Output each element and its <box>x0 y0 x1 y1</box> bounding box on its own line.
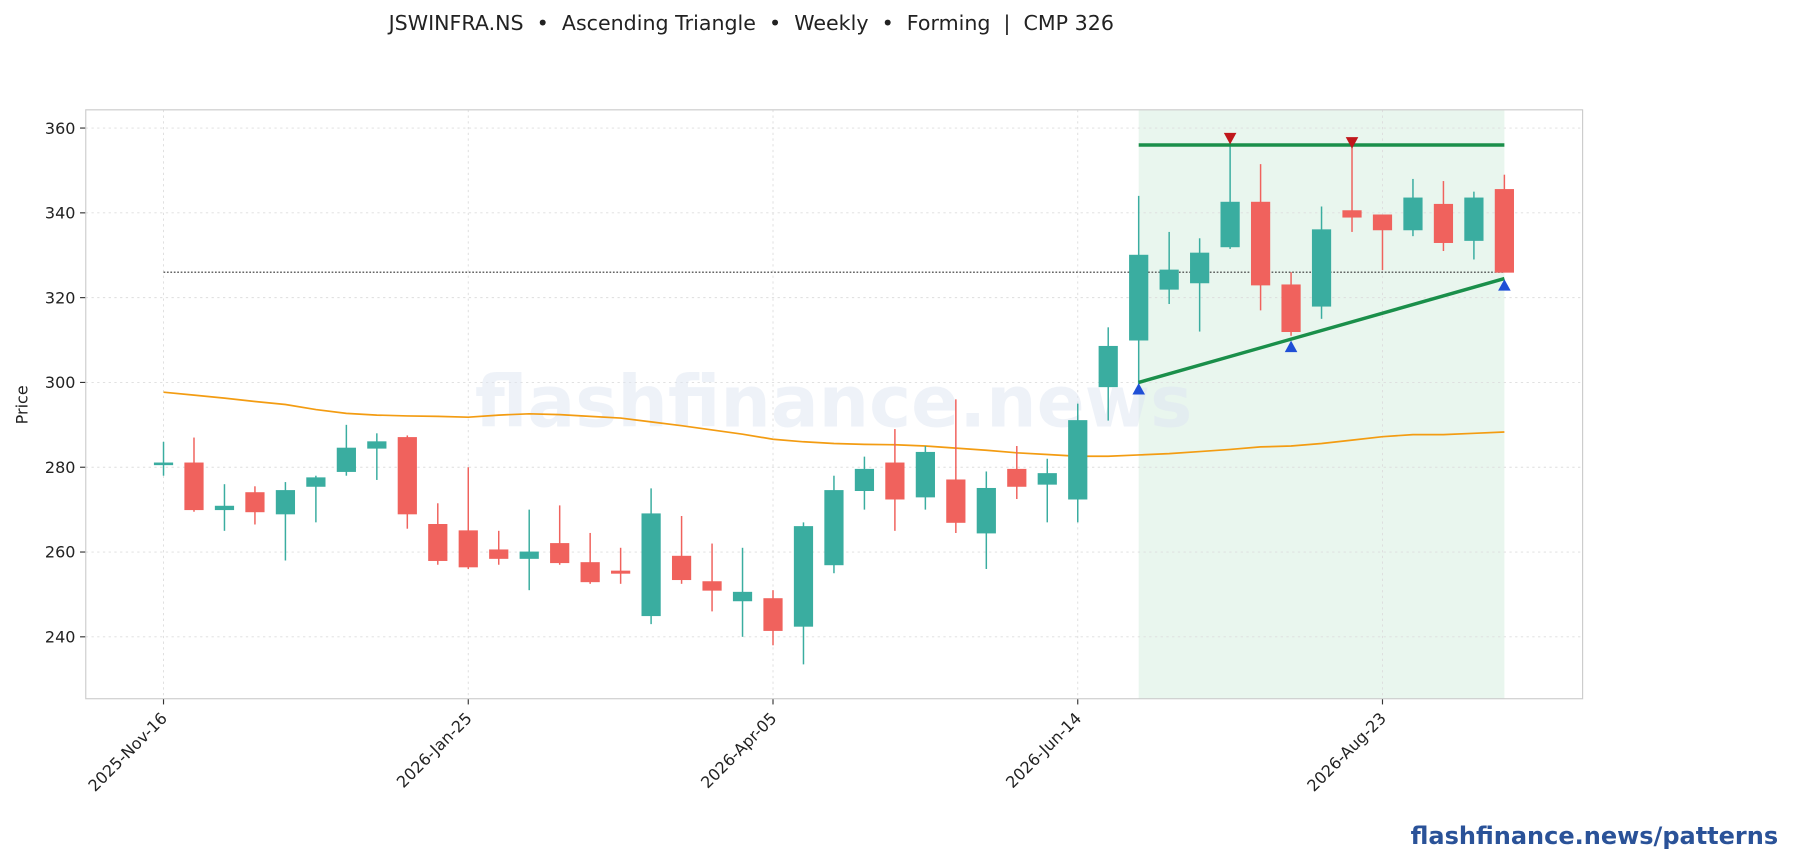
candle-body <box>854 468 875 492</box>
candle-body <box>1494 189 1514 273</box>
candle-body <box>1250 201 1271 286</box>
candle-body <box>397 437 417 515</box>
candle-body <box>275 490 296 515</box>
peak-marker <box>1345 137 1359 149</box>
candle-body <box>1372 214 1393 231</box>
candle-body <box>1342 210 1362 218</box>
candle-body <box>702 581 722 591</box>
x-tick-label: 2026-Aug-23 <box>1303 709 1390 796</box>
candle-body <box>336 447 356 472</box>
candle-body <box>1190 252 1210 284</box>
candle-body <box>641 513 661 617</box>
candle-body <box>153 462 174 466</box>
pattern-zone <box>1138 109 1505 699</box>
candle-body <box>824 490 844 566</box>
candle-body <box>1007 468 1027 487</box>
support-line <box>1138 276 1505 385</box>
x-tick-label: 2026-Apr-05 <box>697 709 780 792</box>
y-tick-label: 300 <box>45 373 76 392</box>
candle-body <box>1037 473 1057 485</box>
y-tick-label: 260 <box>45 543 76 562</box>
candle-body <box>763 598 783 631</box>
x-tick-label: 2026-Jan-25 <box>393 709 476 792</box>
candle-body <box>489 549 509 559</box>
candle-body <box>1464 197 1484 241</box>
candle-body <box>1068 420 1088 500</box>
candle-body <box>1159 269 1179 290</box>
candle-body <box>306 477 326 487</box>
y-tick-label: 280 <box>45 458 76 477</box>
candle-body <box>1129 254 1149 341</box>
candle-body <box>550 543 570 564</box>
candle-body <box>885 462 905 500</box>
moving-average <box>163 391 1505 458</box>
candle-body <box>946 479 966 523</box>
plot-frame <box>85 109 1584 700</box>
candle-body <box>1220 201 1240 248</box>
candle-body <box>245 492 265 513</box>
trough-marker <box>1284 340 1298 353</box>
y-tick-label: 360 <box>45 119 76 138</box>
candle-body <box>1403 197 1423 231</box>
y-tick-label: 340 <box>45 204 76 223</box>
candle-body <box>428 524 448 561</box>
candle-body <box>1311 229 1332 307</box>
candle-body <box>793 526 814 627</box>
candle-body <box>611 570 631 574</box>
candle-body <box>976 487 996 534</box>
candle-body <box>214 505 235 511</box>
candle-body <box>671 555 692 581</box>
trough-marker <box>1498 279 1511 291</box>
candle-body <box>458 530 478 568</box>
footer: flashfinance.news/patterns <box>1411 822 1779 850</box>
y-axis-label: Price <box>12 385 31 424</box>
candle-body <box>1098 345 1118 388</box>
candle-body <box>915 451 935 498</box>
peak-marker <box>1223 132 1237 145</box>
y-tick-label: 240 <box>45 628 76 647</box>
trough-marker <box>1132 383 1145 395</box>
candle-body <box>1281 284 1301 333</box>
x-tick-label: 2026-Jun-14 <box>1002 709 1085 792</box>
y-tick-label: 320 <box>45 288 76 307</box>
candle-body <box>184 462 204 511</box>
candle-body <box>732 591 753 602</box>
chart-title: JSWINFRA.NS • Ascending Triangle • Weekl… <box>387 11 1114 36</box>
candle-body <box>1433 203 1454 243</box>
candle-body <box>367 441 387 449</box>
candle-body <box>580 562 600 583</box>
candle-body <box>519 551 539 559</box>
x-tick-label: 2025-Nov-16 <box>84 709 171 796</box>
